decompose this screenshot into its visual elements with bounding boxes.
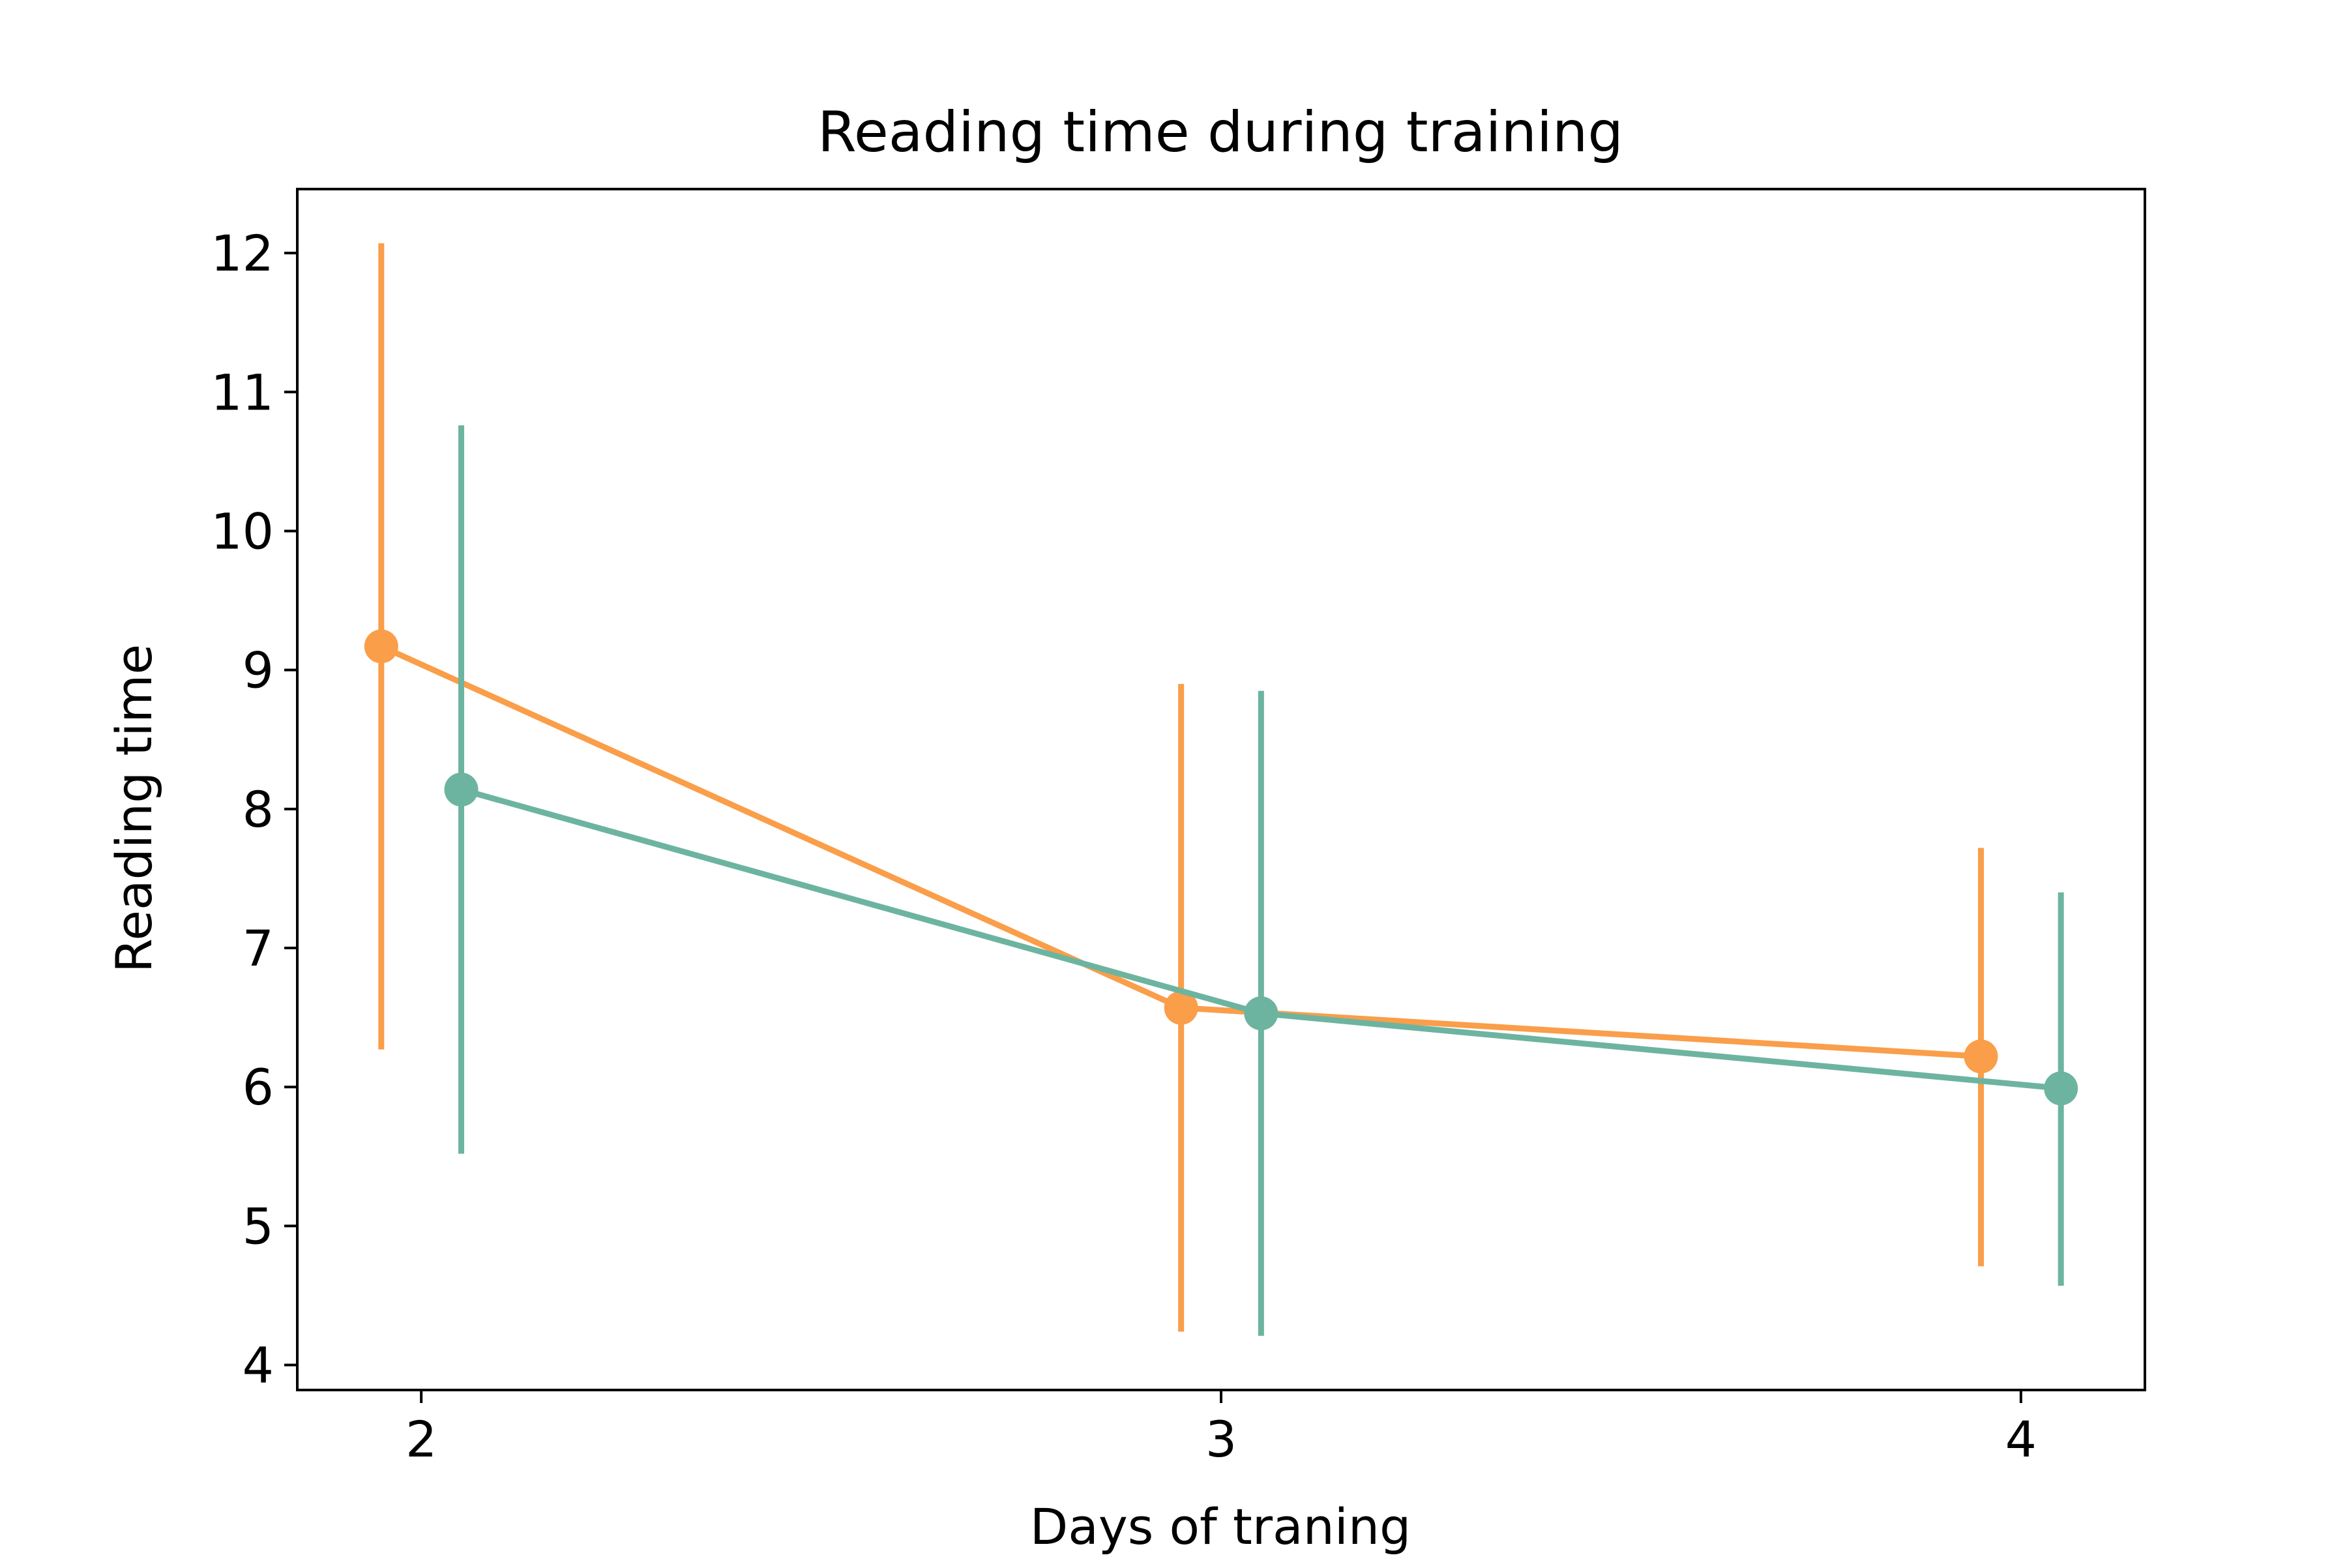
series-1-point [1164, 990, 1198, 1025]
y-tick-label: 12 [211, 224, 274, 282]
x-tick-label: 4 [2005, 1410, 2037, 1468]
y-tick-label: 9 [243, 642, 274, 700]
series-2-point [2044, 1071, 2078, 1106]
y-tick-label: 8 [243, 780, 274, 838]
x-tick-label: 2 [406, 1410, 437, 1468]
y-tick-label: 4 [243, 1337, 274, 1395]
series-1-point [364, 629, 398, 664]
y-tick-label: 7 [243, 919, 274, 977]
y-tick-label: 11 [211, 363, 274, 421]
x-axis-label: Days of traning [1030, 1498, 1411, 1556]
series-2-point [444, 773, 479, 806]
plot-area: 4 5 6 7 8 9 10 11 12 2 3 4 [211, 188, 2146, 1468]
series-1-point [1964, 1039, 1998, 1074]
y-tick-label: 10 [211, 502, 274, 560]
x-tick-label: 3 [1205, 1410, 1237, 1468]
y-axis-label: Reading time [105, 644, 163, 973]
y-tick-label: 6 [243, 1058, 274, 1116]
series-2-point [1244, 996, 1278, 1031]
y-tick-label: 5 [243, 1197, 274, 1255]
chart-title: Reading time during training [818, 100, 1623, 165]
